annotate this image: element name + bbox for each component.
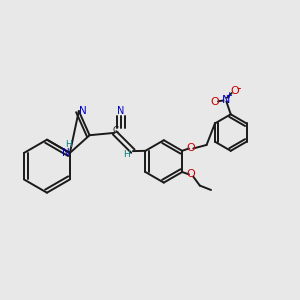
Text: C: C bbox=[113, 126, 119, 135]
Text: -: - bbox=[236, 82, 241, 95]
Text: N: N bbox=[222, 94, 230, 105]
Text: H: H bbox=[123, 150, 130, 159]
Text: N: N bbox=[117, 106, 125, 116]
Text: H: H bbox=[65, 140, 72, 149]
Text: N: N bbox=[62, 148, 70, 158]
Text: +: + bbox=[225, 91, 232, 100]
Text: O: O bbox=[186, 169, 195, 179]
Text: O: O bbox=[230, 86, 239, 96]
Text: O: O bbox=[211, 97, 220, 107]
Text: O: O bbox=[186, 143, 195, 154]
Text: N: N bbox=[79, 106, 87, 116]
